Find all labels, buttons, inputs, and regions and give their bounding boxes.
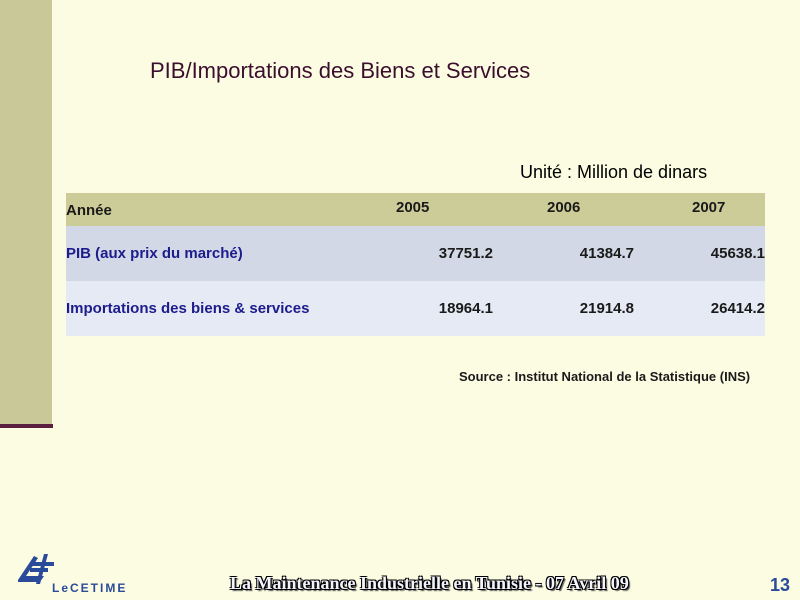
data-table: Année 2005 2006 2007 PIB (aux prix du ma… xyxy=(66,193,765,336)
left-decorative-band xyxy=(0,0,52,424)
header-year: 2007 xyxy=(692,199,726,216)
row-label: Importations des biens & services xyxy=(66,300,310,317)
unit-note: Unité : Million de dinars xyxy=(520,162,708,182)
row-value: 18964.1 xyxy=(438,300,493,317)
table-header-row: Année 2005 2006 2007 xyxy=(66,193,765,226)
row-value: 37751.2 xyxy=(438,245,493,262)
header-year: 2005 xyxy=(396,199,430,216)
row-value: 21914.8 xyxy=(579,300,634,317)
logo-text: LeCETIME xyxy=(52,581,128,595)
slide-title: PIB/Importations des Biens et Services xyxy=(150,58,531,83)
row-value: 26414.2 xyxy=(710,300,765,317)
table-row: Importations des biens & services 18964.… xyxy=(66,281,765,336)
row-value: 41384.7 xyxy=(579,245,634,262)
source-note: Source : Institut National de la Statist… xyxy=(459,369,751,384)
row-label: PIB (aux prix du marché) xyxy=(66,245,243,262)
footer-text: La Maintenance Industrielle en Tunisie -… xyxy=(230,573,629,593)
header-year: 2006 xyxy=(547,199,581,216)
left-accent-line xyxy=(0,424,53,428)
cetime-logo-icon xyxy=(18,554,54,584)
page-number: 13 xyxy=(770,575,791,595)
table-row: PIB (aux prix du marché) 37751.2 41384.7… xyxy=(66,226,765,281)
row-value: 45638.1 xyxy=(710,245,765,262)
header-label: Année xyxy=(66,202,112,219)
